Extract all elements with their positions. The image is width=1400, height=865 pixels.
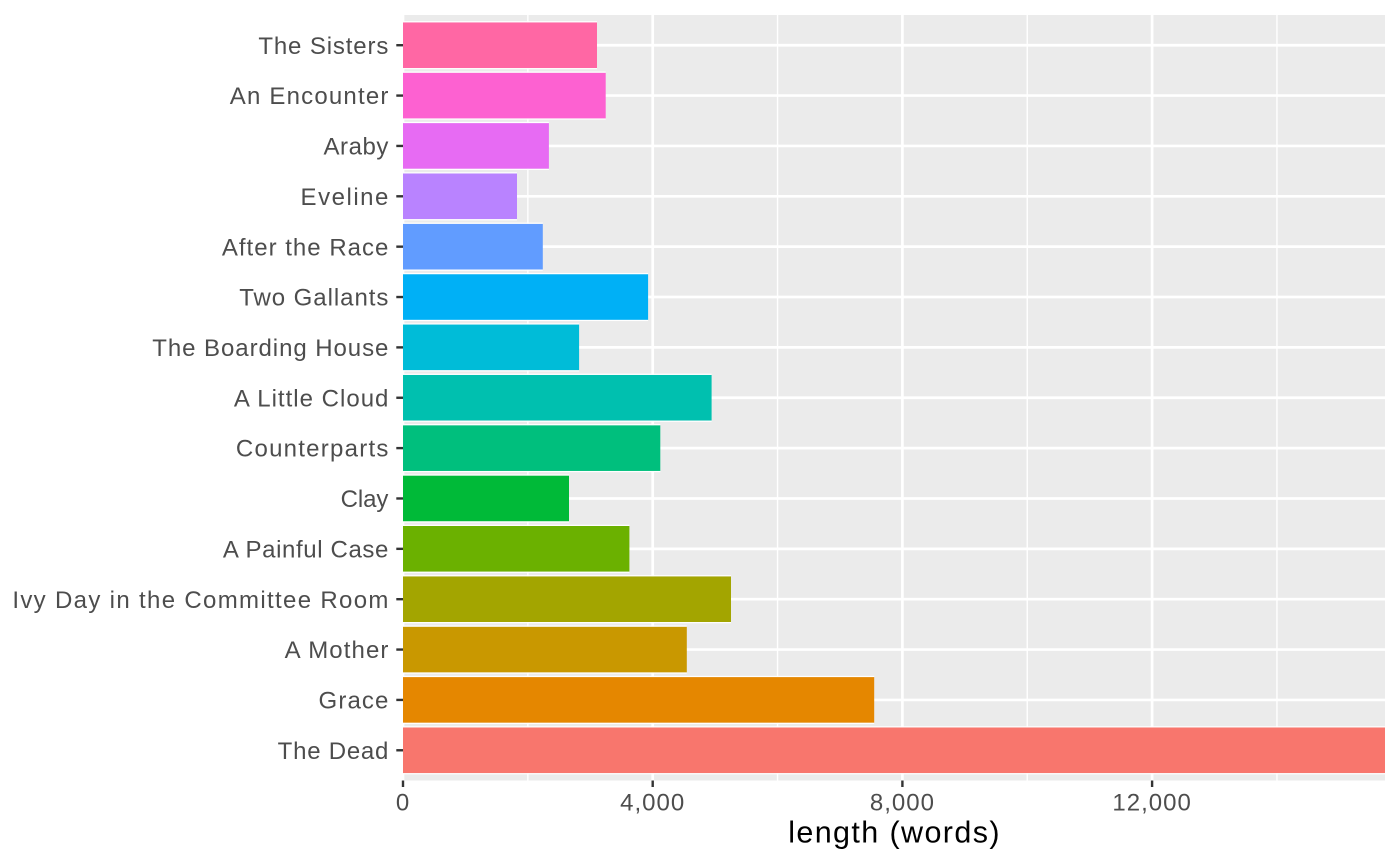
svg-text:Grace: Grace [319,688,390,715]
svg-text:Araby: Araby [323,134,388,161]
svg-text:A Mother: A Mother [285,637,390,664]
svg-text:Counterparts: Counterparts [236,436,390,463]
svg-text:Eveline: Eveline [301,184,390,211]
svg-text:The Sisters: The Sisters [258,33,389,60]
svg-text:12,000: 12,000 [1112,790,1191,817]
svg-text:4,000: 4,000 [620,790,685,817]
svg-text:The Dead: The Dead [278,738,389,765]
svg-text:A Painful Case: A Painful Case [223,536,389,563]
svg-text:A Little Cloud: A Little Cloud [234,385,390,412]
svg-text:After the Race: After the Race [222,234,390,261]
svg-text:8,000: 8,000 [870,790,935,817]
svg-text:Clay: Clay [341,486,389,513]
svg-text:Two Gallants: Two Gallants [239,285,389,312]
svg-text:Ivy Day in the Committee Room: Ivy Day in the Committee Room [12,587,389,614]
svg-text:The Boarding House: The Boarding House [152,335,389,362]
svg-text:An Encounter: An Encounter [230,83,390,110]
svg-text:length (words): length (words) [788,815,1001,849]
svg-text:0: 0 [396,790,410,817]
